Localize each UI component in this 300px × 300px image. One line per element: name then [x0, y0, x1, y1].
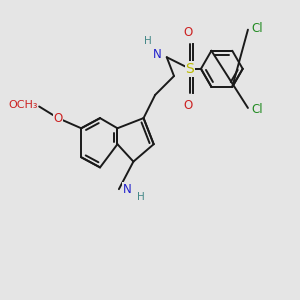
Text: O: O	[53, 112, 63, 124]
Text: N: N	[153, 48, 161, 61]
Text: O: O	[184, 99, 193, 112]
Text: S: S	[186, 62, 194, 76]
Text: H: H	[137, 192, 145, 202]
Text: N: N	[123, 183, 132, 196]
Text: OCH₃: OCH₃	[8, 100, 38, 110]
Text: O: O	[184, 26, 193, 39]
Text: H: H	[144, 36, 152, 46]
Text: Cl: Cl	[251, 22, 263, 35]
Text: Cl: Cl	[251, 103, 263, 116]
